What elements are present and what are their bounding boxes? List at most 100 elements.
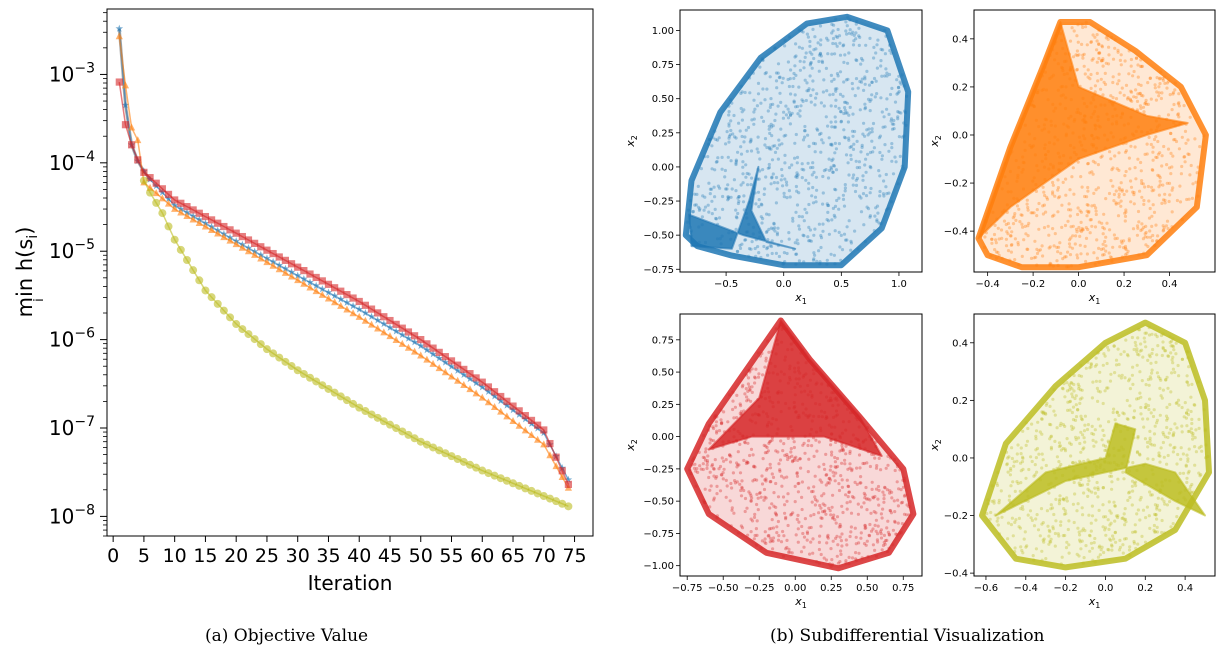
scatter-point	[836, 27, 840, 32]
scatter-point	[1197, 446, 1201, 450]
data-point	[545, 494, 554, 503]
scatter-point	[877, 488, 881, 492]
scatter-point	[1140, 227, 1144, 231]
data-point	[336, 392, 345, 401]
scatter-point	[760, 221, 764, 225]
scatter-point	[1159, 394, 1163, 398]
scatter-point	[834, 104, 838, 108]
scatter-point	[875, 204, 880, 208]
scatter-point	[1130, 479, 1135, 483]
scatter-point	[722, 467, 726, 471]
scatter-point	[1185, 476, 1189, 480]
scatter-point	[878, 530, 883, 534]
scatter-point	[749, 499, 753, 503]
scatter-point	[1148, 76, 1152, 80]
scatter-point	[897, 110, 901, 114]
scatter-point	[1103, 71, 1107, 75]
scatter-point	[1040, 558, 1044, 562]
scatter-point	[774, 327, 778, 331]
scatter-point	[756, 245, 760, 249]
scatter-point	[792, 440, 796, 444]
scatter-point	[845, 111, 849, 115]
scatter-point	[764, 356, 768, 360]
scatter-point	[1009, 468, 1013, 472]
scatter-point	[1061, 423, 1065, 427]
scatter-point	[788, 122, 793, 126]
scatter-point	[1180, 357, 1184, 361]
scatter-point	[864, 526, 868, 530]
scatter-point	[1180, 424, 1184, 428]
data-point	[521, 484, 530, 493]
scatter-point	[1178, 471, 1182, 475]
scatter-point	[780, 81, 784, 85]
scatter-point	[902, 167, 906, 171]
data-point	[417, 351, 425, 359]
scatter-point	[1075, 230, 1079, 234]
scatter-point	[1085, 252, 1089, 256]
scatter-point	[789, 447, 793, 451]
scatter-point	[788, 113, 793, 117]
scatter-point	[1087, 489, 1091, 493]
scatter-point	[716, 184, 721, 188]
scatter-point	[863, 239, 868, 244]
scatter-point	[1076, 382, 1080, 386]
scatter-point	[785, 452, 789, 457]
scatter-point	[853, 557, 858, 561]
scatter-point	[1005, 462, 1009, 466]
scatter-point	[754, 202, 758, 206]
scatter-point	[1160, 530, 1164, 535]
x-tick-label: −0.25	[744, 583, 775, 594]
scatter-point	[1188, 115, 1192, 119]
scatter-point	[729, 159, 733, 163]
scatter-point	[826, 481, 830, 485]
scatter-point	[825, 262, 829, 266]
scatter-point	[1097, 42, 1101, 46]
data-point	[429, 344, 437, 352]
scatter-point	[854, 178, 858, 182]
y-tick-label: 0.50	[652, 94, 674, 105]
scatter-point	[873, 214, 877, 218]
scatter-point	[838, 449, 842, 453]
scatter-point	[1139, 405, 1143, 410]
scatter-point	[887, 112, 891, 116]
scatter-point	[763, 143, 767, 147]
scatter-point	[813, 35, 817, 39]
scatter-point	[877, 503, 881, 507]
scatter-point	[730, 486, 734, 490]
scatter-point	[707, 475, 711, 480]
scatter-point	[1034, 434, 1038, 438]
scatter-point	[890, 86, 894, 90]
scatter-point	[1175, 198, 1179, 203]
data-point	[496, 396, 505, 405]
scatter-point	[1123, 537, 1127, 541]
scatter-point	[797, 227, 802, 231]
scatter-point	[874, 511, 878, 515]
scatter-point	[778, 469, 782, 473]
scatter-point	[807, 202, 811, 207]
scatter-point	[1159, 333, 1164, 338]
scatter-point	[1063, 395, 1067, 399]
scatter-point	[803, 129, 807, 133]
scatter-point	[1104, 515, 1108, 519]
data-point	[330, 388, 339, 397]
scatter-point	[746, 460, 750, 464]
scatter-point	[809, 540, 813, 544]
scatter-point	[1051, 527, 1055, 531]
scatter-point	[1097, 42, 1101, 47]
scatter-point	[848, 466, 852, 470]
data-point	[380, 319, 388, 328]
scatter-point	[737, 121, 741, 125]
scatter-point	[1066, 408, 1070, 412]
scatter-point	[877, 136, 882, 140]
scatter-point	[802, 234, 806, 238]
data-point	[435, 354, 444, 362]
scatter-point	[743, 135, 747, 139]
scatter-point	[1050, 506, 1055, 510]
scatter-point	[874, 206, 878, 210]
scatter-point	[779, 178, 783, 182]
scatter-point	[1174, 401, 1178, 405]
scatter-point	[876, 38, 880, 42]
scatter-point	[721, 477, 725, 481]
scatter-point	[1176, 112, 1180, 116]
scatter-point	[1085, 43, 1089, 47]
